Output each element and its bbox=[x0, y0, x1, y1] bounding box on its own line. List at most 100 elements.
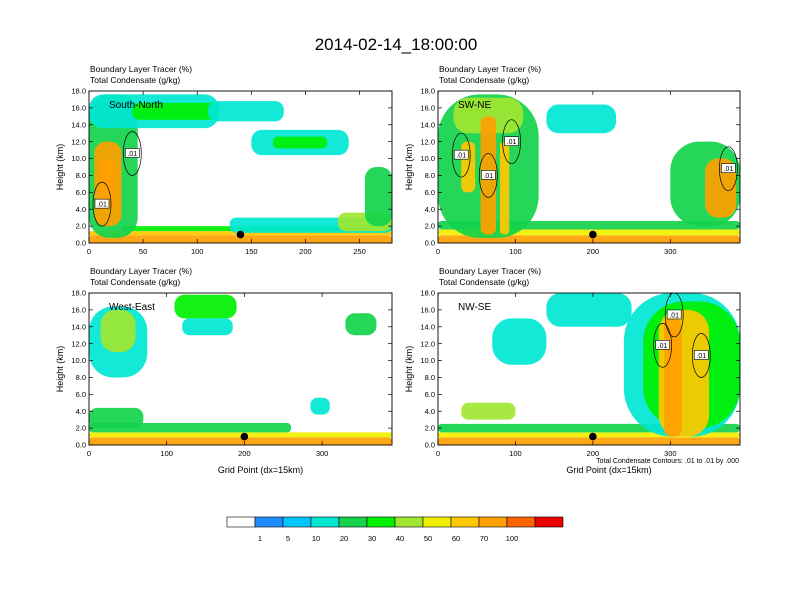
y-axis-label: Height (km) bbox=[55, 144, 65, 191]
x-tick-label: 100 bbox=[160, 449, 173, 458]
panel-subtitle-tracer: Boundary Layer Tracer (%) bbox=[439, 64, 541, 74]
y-axis-label: Height (km) bbox=[404, 346, 414, 393]
contour-label: .01 bbox=[669, 312, 679, 319]
contour-label-box bbox=[721, 163, 736, 173]
y-tick-label: 0.0 bbox=[76, 239, 86, 248]
y-tick-label: 14.0 bbox=[420, 322, 435, 331]
x-axis-label: Grid Point (dx=15km) bbox=[566, 465, 651, 475]
panel-subtitle-tracer: Boundary Layer Tracer (%) bbox=[439, 266, 541, 276]
location-marker bbox=[589, 432, 597, 441]
tracer-cell bbox=[461, 402, 516, 420]
contour-label: .01 bbox=[483, 173, 493, 180]
tracer-cell bbox=[664, 318, 682, 437]
y-tick-label: 18.0 bbox=[71, 289, 86, 298]
panel-name-label: SW-NE bbox=[458, 100, 491, 111]
panel-subtitle-condensate: Total Condensate (g/kg) bbox=[439, 277, 529, 287]
panel-subtitle-tracer: Boundary Layer Tracer (%) bbox=[90, 266, 192, 276]
panel-south-north: .01 .01 0 50 100 150 200 250 0.0 2.0 4.0 6.0 8.0 10.0… bbox=[55, 64, 393, 256]
panel-subtitle-condensate: Total Condensate (g/kg) bbox=[90, 75, 180, 85]
contour-label-box bbox=[693, 350, 709, 360]
y-axis-label: Height (km) bbox=[55, 346, 65, 393]
x-tick-label: 300 bbox=[664, 449, 677, 458]
tracer-cell bbox=[499, 141, 510, 235]
y-tick-label: 4.0 bbox=[76, 205, 86, 214]
colorbar-box bbox=[394, 516, 424, 528]
y-tick-label: 10.0 bbox=[71, 356, 86, 365]
tracer-cell bbox=[705, 158, 737, 218]
contour-label: .01 bbox=[724, 166, 734, 173]
colorbar-level-label: 1 bbox=[258, 534, 262, 543]
y-tick-label: 10.0 bbox=[71, 154, 86, 163]
condensate-contour bbox=[502, 119, 521, 165]
plot-frame bbox=[88, 90, 393, 244]
contour-label: .01 bbox=[456, 153, 466, 160]
colorbar-box bbox=[450, 516, 480, 528]
x-tick-label: 50 bbox=[139, 247, 147, 256]
colorbar-box bbox=[478, 516, 508, 528]
tracer-field bbox=[438, 293, 740, 445]
y-tick-label: 10.0 bbox=[420, 154, 435, 163]
y-tick-label: 16.0 bbox=[420, 103, 435, 112]
tracer-cell bbox=[492, 318, 547, 365]
tracer-cell bbox=[546, 293, 632, 327]
x-axis-label: Grid Point (dx=15km) bbox=[218, 465, 303, 475]
y-tick-label: 0.0 bbox=[425, 239, 435, 248]
colorbar-level-label: 60 bbox=[452, 534, 460, 543]
colorbar-level-label: 10 bbox=[312, 534, 320, 543]
tracer-field bbox=[89, 94, 392, 243]
tracer-cell bbox=[182, 318, 233, 336]
y-tick-label: 16.0 bbox=[71, 305, 86, 314]
tracer-cell bbox=[364, 167, 392, 227]
tracer-cell bbox=[174, 294, 237, 319]
y-tick-label: 6.0 bbox=[425, 188, 435, 197]
x-tick-label: 0 bbox=[87, 247, 91, 256]
y-tick-label: 0.0 bbox=[76, 441, 86, 450]
y-tick-label: 12.0 bbox=[71, 137, 86, 146]
y-tick-label: 10.0 bbox=[420, 356, 435, 365]
tracer-cell bbox=[89, 432, 392, 438]
tracer-cell bbox=[89, 235, 392, 243]
colorbar-level-label: 20 bbox=[340, 534, 348, 543]
contour-label-box bbox=[481, 170, 496, 180]
x-tick-label: 150 bbox=[245, 247, 258, 256]
tracer-cell bbox=[100, 309, 136, 353]
contour-label-box bbox=[504, 136, 519, 146]
y-tick-label: 14.0 bbox=[420, 120, 435, 129]
colorbar-box bbox=[254, 516, 284, 528]
x-tick-label: 200 bbox=[238, 449, 251, 458]
tracer-cell bbox=[272, 136, 328, 149]
condensate-contour bbox=[451, 132, 471, 178]
panel-name-label: South-North bbox=[109, 100, 163, 111]
figure-title: 2014-02-14_18:00:00 bbox=[315, 35, 478, 54]
y-tick-label: 16.0 bbox=[71, 103, 86, 112]
contour-label-box bbox=[453, 149, 469, 160]
condensate-contour bbox=[719, 146, 738, 192]
x-tick-label: 300 bbox=[316, 449, 329, 458]
y-tick-label: 16.0 bbox=[420, 305, 435, 314]
tracer-cell bbox=[461, 141, 476, 193]
y-tick-label: 14.0 bbox=[71, 120, 86, 129]
y-tick-label: 4.0 bbox=[425, 407, 435, 416]
location-marker bbox=[589, 230, 597, 239]
x-tick-label: 100 bbox=[509, 449, 522, 458]
tracer-cell bbox=[438, 437, 740, 445]
contour-label-box bbox=[655, 340, 670, 350]
panel-name-label: West-East bbox=[109, 302, 155, 313]
condensate-contour bbox=[122, 131, 142, 176]
contour-label: .01 bbox=[696, 353, 706, 360]
contour-label-box bbox=[94, 198, 110, 209]
y-tick-label: 2.0 bbox=[425, 222, 435, 231]
tracer-cell bbox=[89, 407, 144, 429]
colorbar: 1 5 10 20 30 40 50 60 70 100 bbox=[226, 516, 564, 543]
condensate-contours: .01 .01 .01 bbox=[653, 293, 711, 378]
contour-label-box bbox=[666, 309, 682, 320]
contour-label-box bbox=[124, 148, 140, 158]
y-tick-label: 2.0 bbox=[76, 222, 86, 231]
x-tick-label: 200 bbox=[299, 247, 312, 256]
tracer-cell bbox=[208, 101, 284, 122]
y-tick-label: 0.0 bbox=[425, 441, 435, 450]
plot-frame bbox=[437, 90, 741, 244]
y-tick-label: 14.0 bbox=[71, 322, 86, 331]
panels: .01 .01 0 50 100 150 200 250 0.0 2.0 4.0 6.0 8.0 10.0… bbox=[55, 64, 741, 475]
